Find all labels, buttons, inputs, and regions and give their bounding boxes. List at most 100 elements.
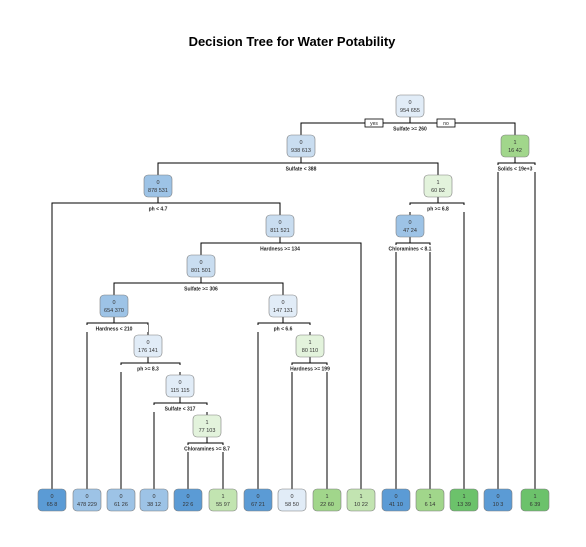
split-label-bg <box>80 325 148 332</box>
node-counts: 16 42 <box>508 148 522 154</box>
node-class: 1 <box>308 340 311 346</box>
node-counts: 38 12 <box>147 502 161 508</box>
split-label-bg <box>376 125 444 132</box>
split-node: 0 938 613 <box>286 134 316 158</box>
split-rule: ph >= 6.8 <box>427 207 449 213</box>
node-class: 0 <box>178 380 181 386</box>
node-class: 0 <box>85 494 88 500</box>
node-counts: 801 501 <box>191 268 211 274</box>
split-node: 1 80 110 <box>295 334 325 358</box>
yes-box <box>364 118 384 128</box>
split-rule: ph < 4.7 <box>149 207 168 213</box>
yes-label: yes <box>370 121 378 127</box>
node-box <box>106 488 136 512</box>
node-box <box>520 488 550 512</box>
tree-edge <box>187 442 224 489</box>
node-box <box>277 488 307 512</box>
split-label-bg <box>481 165 549 172</box>
node-counts: 147 131 <box>273 308 293 314</box>
leaf-node: 0 67 21 <box>243 488 273 512</box>
split-node: 0 878 531 <box>143 174 173 198</box>
split-label-bg <box>167 285 235 292</box>
node-box <box>286 134 316 158</box>
split-rule: Sulfate < 388 <box>286 167 317 173</box>
leaf-node: 0 65 8 <box>37 488 67 512</box>
node-counts: 77 103 <box>199 428 216 434</box>
node-counts: 811 521 <box>270 228 289 234</box>
split-node: 1 60 82 <box>423 174 453 198</box>
node-counts: 65 8 <box>47 502 58 508</box>
tree-edges <box>51 117 536 489</box>
tree-edge <box>200 242 362 489</box>
split-rule: ph < 6.6 <box>274 327 293 333</box>
node-box <box>500 134 530 158</box>
node-counts: 60 82 <box>431 188 445 194</box>
split-rule: Sulfate >= 306 <box>184 287 218 293</box>
node-box <box>295 334 325 358</box>
node-counts: 6 14 <box>425 502 436 508</box>
split-rule: Sulfate < 317 <box>165 407 196 413</box>
node-counts: 10 3 <box>493 502 504 508</box>
node-box <box>192 414 222 438</box>
leaf-node: 0 61 26 <box>106 488 136 512</box>
node-class: 0 <box>199 260 202 266</box>
node-class: 0 <box>394 494 397 500</box>
node-counts: 6 39 <box>530 502 541 508</box>
node-counts: 654 370 <box>104 308 124 314</box>
node-counts: 878 531 <box>148 188 168 194</box>
node-class: 1 <box>428 494 431 500</box>
split-node: 0 654 370 <box>99 294 129 318</box>
node-class: 0 <box>299 140 302 146</box>
node-box <box>449 488 479 512</box>
node-class: 0 <box>256 494 259 500</box>
leaf-node: 1 6 39 <box>520 488 550 512</box>
node-counts: 954 655 <box>400 108 420 114</box>
leaf-node: 0 478 229 <box>72 488 102 512</box>
node-class: 0 <box>119 494 122 500</box>
split-label-bg <box>114 365 182 372</box>
split-label-bg <box>267 165 335 172</box>
node-class: 0 <box>156 180 159 186</box>
no-label: no <box>443 121 449 127</box>
no-box <box>436 118 456 128</box>
tree-edge <box>497 162 536 489</box>
split-rule: Solids < 19e+3 <box>498 167 533 173</box>
split-rule: Sulfate >= 260 <box>393 127 427 133</box>
split-label-bg <box>404 205 472 212</box>
node-box <box>139 488 169 512</box>
split-rule: Hardness >= 134 <box>260 247 300 253</box>
split-node: 0 115 115 <box>165 374 195 398</box>
node-class: 1 <box>205 420 208 426</box>
leaf-node: 0 10 3 <box>483 488 513 512</box>
node-counts: 115 115 <box>170 388 189 394</box>
leaf-node: 1 55 97 <box>208 488 238 512</box>
split-rule: Chloramines >= 8.7 <box>184 447 230 453</box>
split-label-bg <box>246 245 314 252</box>
leaf-node: 1 22 60 <box>312 488 342 512</box>
node-class: 0 <box>112 300 115 306</box>
node-box <box>208 488 238 512</box>
node-box <box>173 488 203 512</box>
node-counts: 22 60 <box>320 502 334 508</box>
node-counts: 61 26 <box>114 502 128 508</box>
split-node: 0 954 655 <box>395 94 425 118</box>
leaf-node: 1 10 22 <box>346 488 376 512</box>
node-class: 1 <box>359 494 362 500</box>
split-labels: Sulfate >= 260 yes no Sulfate < 388 Solids <… <box>80 118 549 453</box>
split-label-bg <box>276 365 344 372</box>
chart-title: Decision Tree for Water Potability <box>189 34 397 49</box>
split-node: 0 147 131 <box>268 294 298 318</box>
node-class: 1 <box>436 180 439 186</box>
split-label-bg <box>146 405 214 412</box>
split-node: 1 77 103 <box>192 414 222 438</box>
split-node: 0 801 501 <box>186 254 216 278</box>
split-node: 0 176 141 <box>133 334 163 358</box>
tree-edge <box>157 162 439 175</box>
node-box <box>395 214 425 238</box>
node-counts: 55 97 <box>216 502 230 508</box>
split-rule: Hardness >= 199 <box>290 367 330 373</box>
leaf-node: 1 13 39 <box>449 488 479 512</box>
leaf-node: 1 6 14 <box>415 488 445 512</box>
tree-nodes: 0 954 655 0 938 613 1 16 42 0 878 531 1 60 82 0 811… <box>37 94 550 512</box>
node-counts: 47 24 <box>403 228 417 234</box>
